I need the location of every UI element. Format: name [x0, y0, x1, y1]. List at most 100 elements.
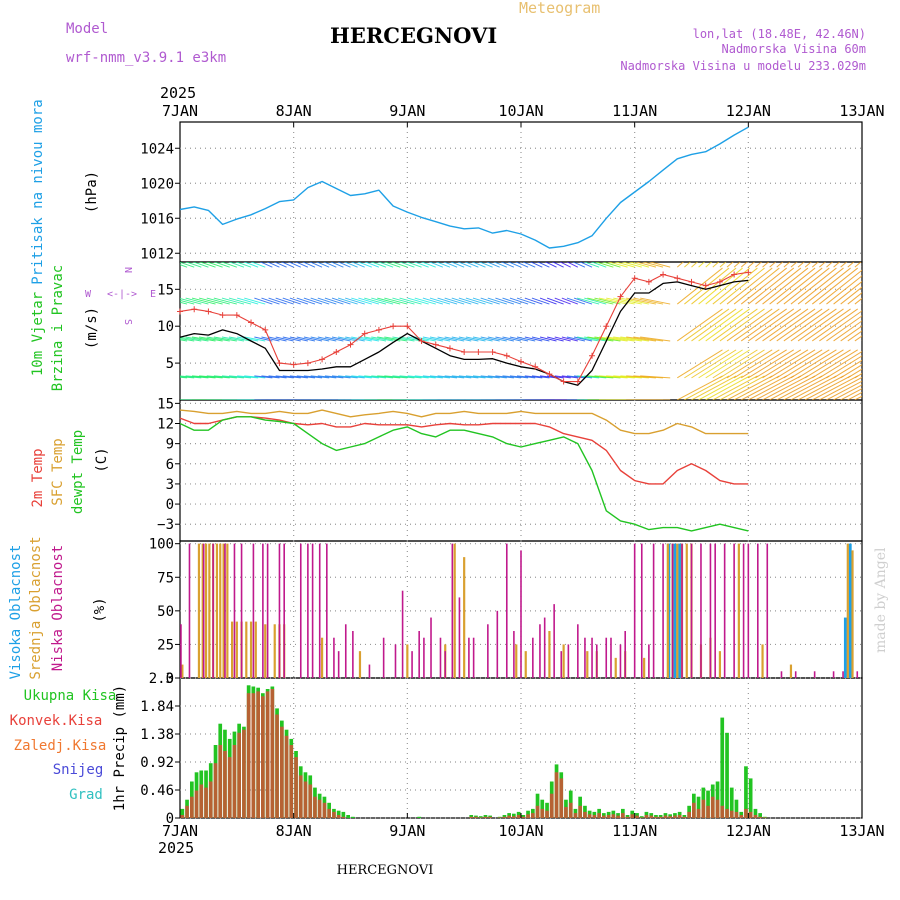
- wind-barb: [719, 308, 765, 342]
- precip-bar: [194, 790, 199, 818]
- wind-barb: [443, 262, 458, 268]
- wind-barb: [429, 297, 451, 305]
- wind-barb: [833, 320, 862, 342]
- temperature-y-tick-label: 15: [157, 396, 174, 412]
- clouds-y-tick-label: 0: [166, 671, 174, 687]
- wind-barb: [648, 262, 671, 268]
- wind-barb: [769, 308, 816, 342]
- wind-barb: [237, 375, 259, 379]
- precip-bar: [478, 816, 483, 818]
- precip-bar: [748, 811, 753, 818]
- wind-barb: [437, 336, 458, 342]
- wind-barb: [472, 375, 493, 379]
- wind-barb: [587, 375, 614, 379]
- wind-gust-marker: [276, 360, 283, 367]
- wind-barb: [691, 349, 737, 379]
- wind-barb: [719, 375, 765, 400]
- grid: [180, 122, 862, 819]
- wind-barb: [507, 262, 522, 268]
- precip-bar: [734, 811, 739, 818]
- legend-total-rain: Ukupna Kisa: [24, 688, 117, 704]
- precip-bar: [696, 808, 701, 818]
- wind-barb: [451, 297, 472, 305]
- wind-barb: [345, 375, 365, 379]
- precip-bar: [682, 816, 687, 818]
- wind-barb: [390, 262, 408, 268]
- wind-barb: [804, 349, 851, 379]
- wind-barb: [712, 262, 720, 268]
- precip-bar: [639, 817, 644, 818]
- wind-barb: [237, 297, 259, 305]
- precip-bar: [507, 813, 511, 818]
- wind-barb: [677, 375, 723, 400]
- wind-barb: [776, 308, 823, 342]
- wind-barb: [561, 336, 578, 342]
- wind-barb: [676, 262, 684, 268]
- wind-barb: [524, 375, 543, 379]
- footer-title: HERCEGNOVI: [337, 863, 434, 878]
- precip-bar: [663, 815, 668, 818]
- wind-barb: [811, 308, 858, 342]
- top-x-tick-label: 9JAN: [389, 102, 425, 120]
- wind-barb: [733, 308, 780, 342]
- wind-barb: [228, 336, 252, 342]
- wind-barb: [180, 336, 202, 342]
- wind-barb: [826, 315, 862, 342]
- wind-barb: [748, 267, 795, 305]
- precip-bar: [583, 811, 587, 818]
- wind-barb: [601, 262, 621, 268]
- wind-barb: [539, 375, 557, 379]
- wind-gust-marker: [404, 323, 411, 330]
- precip-bar: [758, 816, 762, 818]
- wind-barb: [705, 267, 751, 305]
- wind-barb: [633, 297, 664, 305]
- wind-barb: [705, 308, 751, 342]
- wind-barb: [698, 349, 743, 379]
- precip-bar: [341, 816, 346, 818]
- wind-barb: [268, 336, 287, 342]
- pressure-y-tick-label: 1012: [140, 246, 174, 262]
- wind-barb: [280, 262, 294, 268]
- wind-barb: [819, 269, 862, 305]
- wind-y-tick-label: 5: [166, 356, 174, 372]
- wind-barb: [317, 375, 337, 379]
- wind-barb: [847, 391, 862, 400]
- precip-bar: [578, 805, 582, 818]
- wind-barb: [755, 375, 802, 400]
- precip-bar: [549, 793, 554, 818]
- wind-barb: [522, 262, 536, 268]
- precip-bar: [744, 766, 748, 818]
- wind-barb: [531, 336, 550, 342]
- wind-barb: [515, 262, 529, 268]
- wind-barb: [762, 349, 809, 379]
- wind-barb: [364, 336, 387, 342]
- wind-barb: [495, 375, 514, 379]
- precip-bar: [294, 757, 298, 818]
- wind-barb: [573, 336, 593, 342]
- precip-bar: [289, 745, 294, 818]
- temperature-y-tick-label: 12: [157, 417, 174, 433]
- wind-barb: [769, 375, 816, 400]
- wind-barb: [826, 275, 862, 305]
- wind-barb: [579, 262, 593, 268]
- wind-gust-marker: [645, 278, 652, 285]
- precip-bar: [242, 729, 246, 818]
- wind-barb: [529, 262, 543, 268]
- precip-bar: [512, 813, 516, 818]
- wind-barb: [358, 375, 379, 379]
- precip-bar: [540, 808, 545, 818]
- top-x-tick-label: 11JAN: [612, 102, 657, 120]
- precip-bar: [185, 805, 189, 818]
- precip-y-tick-label: 0.92: [140, 755, 174, 771]
- precip-bar: [606, 811, 611, 818]
- wind-barb: [310, 297, 330, 305]
- wind-barb: [338, 336, 358, 342]
- wind-barb: [640, 375, 671, 379]
- wind-barb: [819, 351, 862, 379]
- wind-gust-marker: [589, 352, 596, 359]
- wind-gust-marker: [532, 363, 539, 370]
- compass-s: S: [122, 319, 133, 325]
- wind-barb: [275, 336, 294, 342]
- wind-barb: [185, 375, 209, 379]
- wind-labels: 10m Vjetar Brzina i Pravac (m/s) N W E S…: [30, 265, 156, 391]
